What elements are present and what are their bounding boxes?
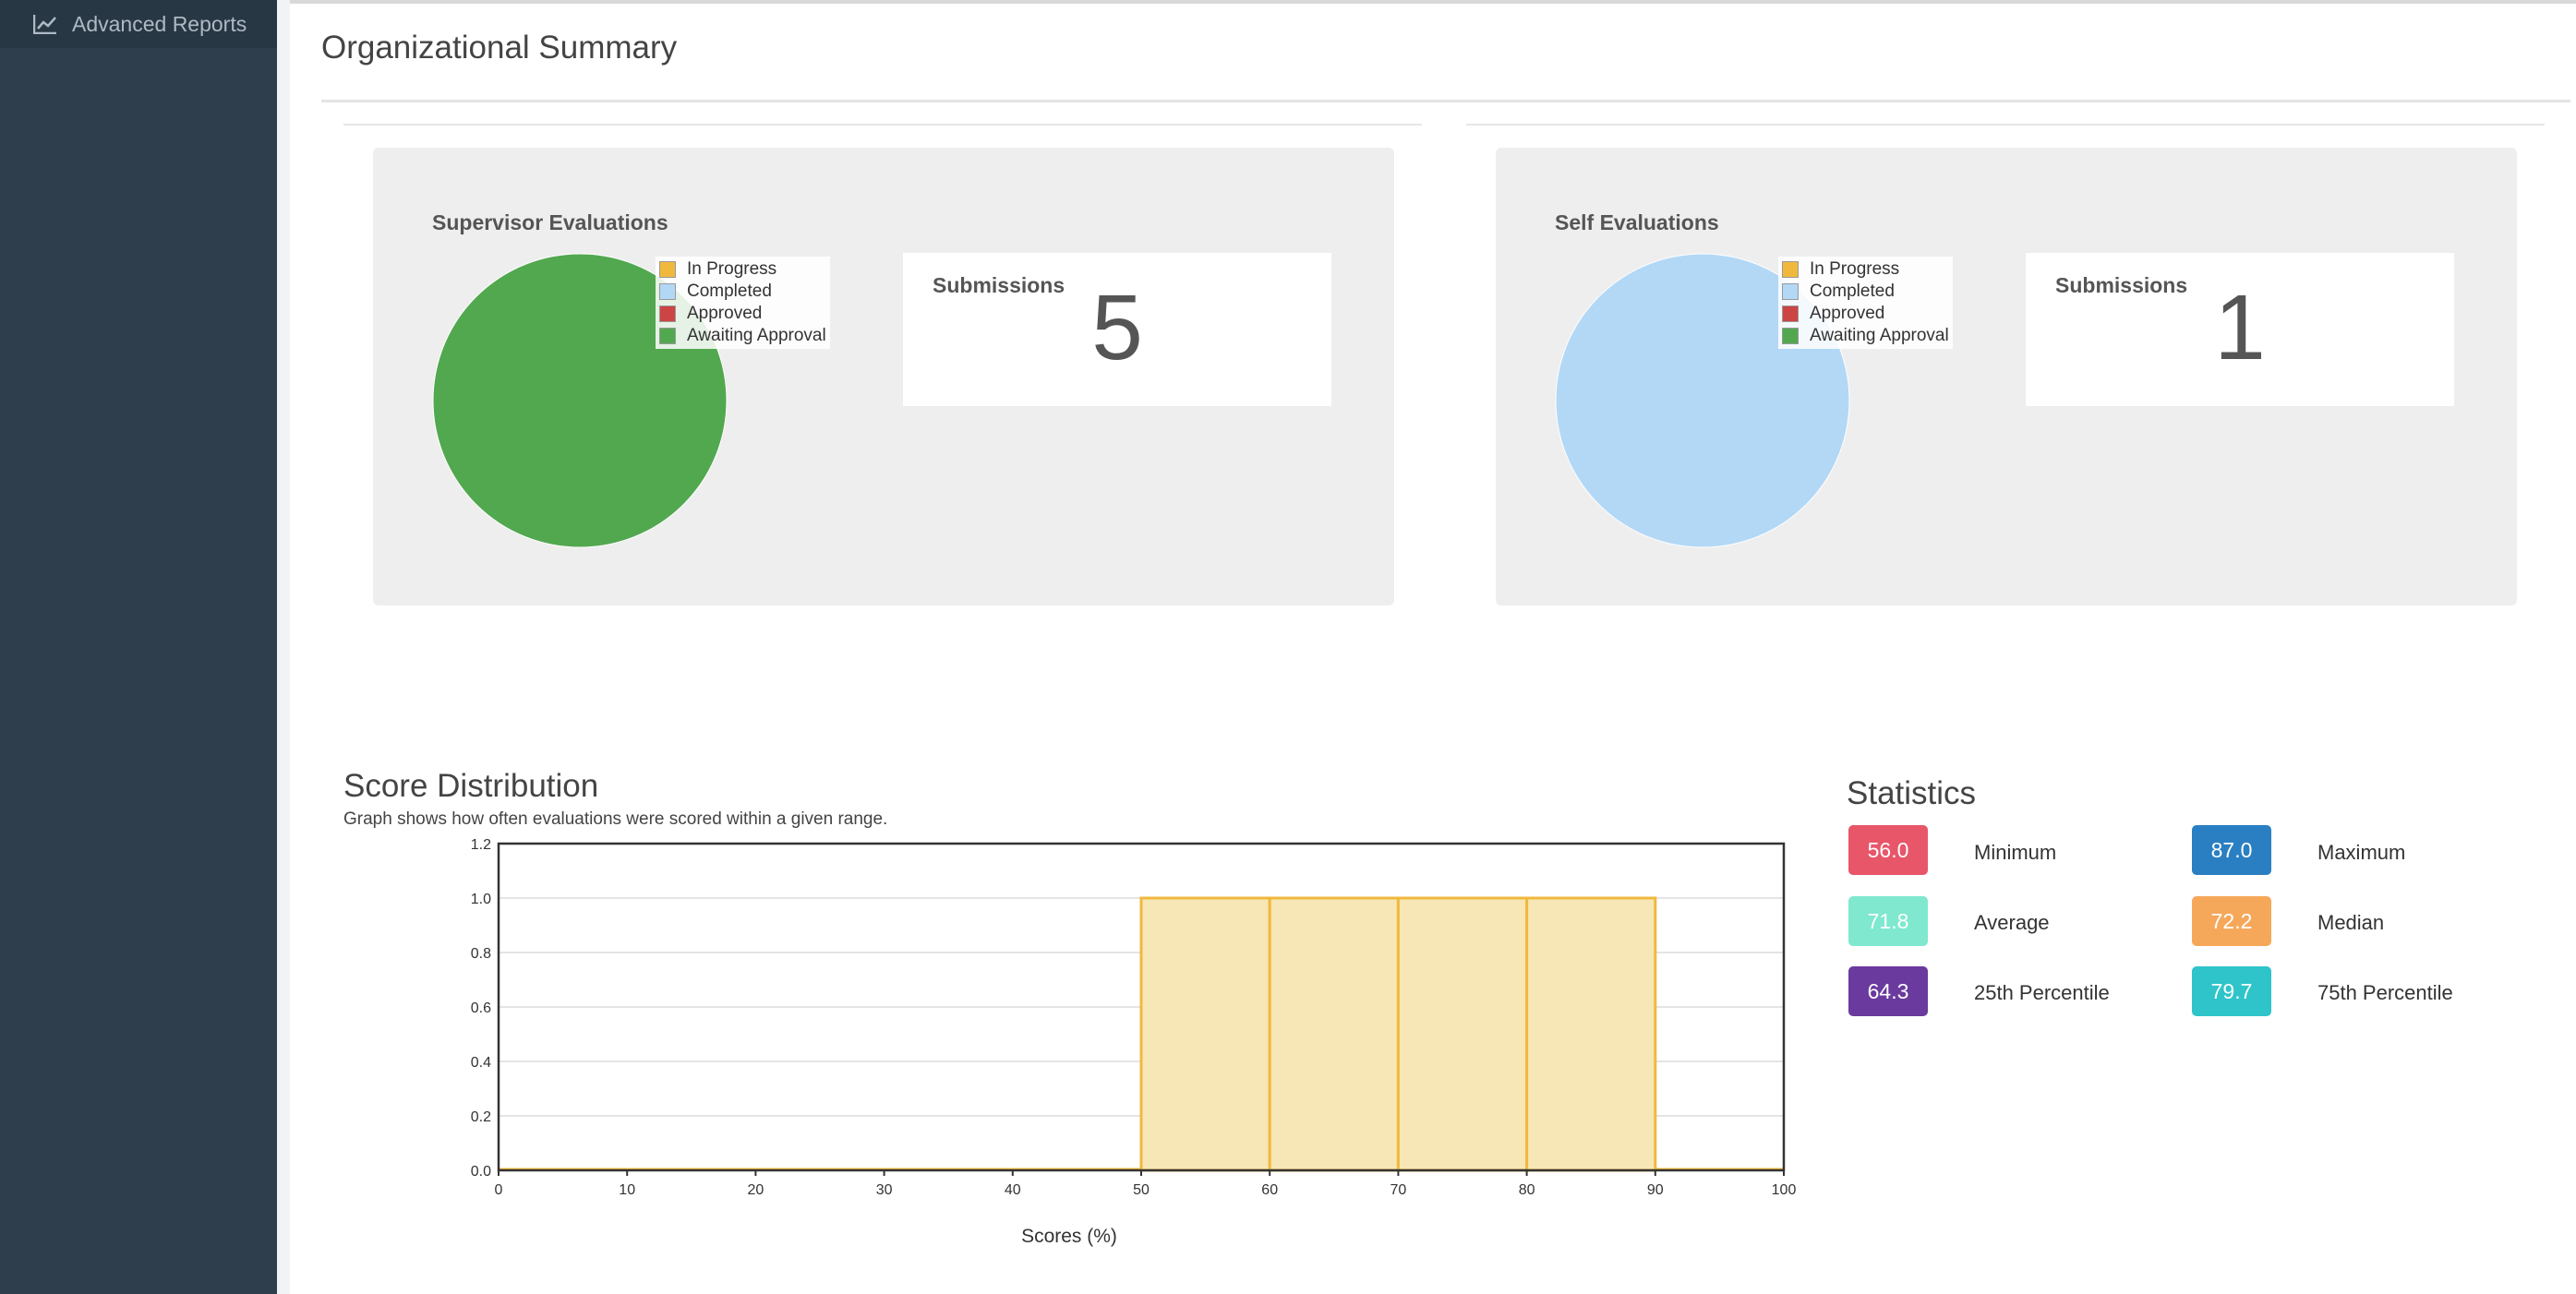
statistics-title: Statistics bbox=[1847, 775, 1977, 811]
histogram-bar bbox=[1139, 896, 1271, 1172]
minimum-value-badge: 56.0 bbox=[1848, 825, 1928, 875]
submissions-label: Submissions bbox=[933, 273, 1065, 297]
x-tick-label: 30 bbox=[876, 1182, 893, 1198]
submissions-count: 1 bbox=[2214, 276, 2266, 379]
y-tick-label: 0.8 bbox=[471, 946, 491, 962]
title-divider bbox=[321, 100, 2570, 102]
maximum-label: Maximum bbox=[2317, 841, 2406, 864]
pie-slice-completed bbox=[1555, 253, 1850, 548]
x-tick-label: 0 bbox=[495, 1182, 503, 1198]
submissions-card: Submissions 1 bbox=[2026, 253, 2454, 406]
average-value-badge: 71.8 bbox=[1848, 896, 1928, 946]
y-tick-label: 1.2 bbox=[471, 837, 491, 853]
self-evaluations-panel: Self Evaluations In Progress Completed A… bbox=[1496, 148, 2517, 605]
legend-swatch bbox=[1782, 283, 1799, 300]
section-divider bbox=[343, 124, 1422, 126]
legend-item: Awaiting Approval bbox=[1782, 325, 1949, 347]
legend-swatch bbox=[1782, 306, 1799, 322]
x-tick-label: 80 bbox=[1519, 1182, 1535, 1198]
minimum-label: Minimum bbox=[1974, 841, 2057, 864]
x-tick-label: 60 bbox=[1261, 1182, 1278, 1198]
legend-label: Approved bbox=[1810, 304, 1885, 323]
pie-legend: In Progress Completed Approved Awaiting … bbox=[1778, 257, 1953, 349]
line-chart-icon bbox=[33, 15, 56, 34]
75th-percentile-label: 75th Percentile bbox=[2317, 981, 2453, 1004]
sidebar-gutter bbox=[277, 0, 290, 1294]
75th-percentile-value-badge: 79.7 bbox=[2192, 966, 2271, 1016]
score-distribution-chart: 0.0 0.2 0.4 0.6 0.8 1.0 1.2 0 10 20 30 40 50 60 70 80 90… bbox=[471, 837, 1797, 1247]
legend-item: Approved bbox=[659, 303, 826, 325]
legend-item: Completed bbox=[659, 281, 826, 303]
average-label: Average bbox=[1974, 911, 2050, 934]
legend-label: In Progress bbox=[1810, 259, 1900, 279]
panel-title: Self Evaluations bbox=[1555, 210, 1719, 234]
x-tick-label: 100 bbox=[1772, 1182, 1797, 1198]
histogram-bar bbox=[1396, 896, 1529, 1172]
sidebar-item-advanced-reports[interactable]: Advanced Reports bbox=[0, 0, 277, 48]
x-tick-label: 10 bbox=[619, 1182, 635, 1198]
histogram-bar bbox=[1525, 896, 1657, 1172]
submissions-count: 5 bbox=[1091, 276, 1143, 379]
legend-item: Awaiting Approval bbox=[659, 325, 826, 347]
y-tick-label: 0.0 bbox=[471, 1164, 491, 1180]
x-tick-label: 70 bbox=[1390, 1182, 1407, 1198]
legend-swatch bbox=[659, 306, 676, 322]
legend-item: In Progress bbox=[659, 258, 826, 281]
y-tick-label: 1.0 bbox=[471, 892, 491, 907]
legend-swatch bbox=[659, 328, 676, 344]
legend-swatch bbox=[659, 283, 676, 300]
y-tick-label: 0.4 bbox=[471, 1055, 491, 1071]
legend-item: Approved bbox=[1782, 303, 1949, 325]
legend-swatch bbox=[1782, 261, 1799, 278]
median-label: Median bbox=[2317, 911, 2385, 934]
submissions-card: Submissions 5 bbox=[903, 253, 1331, 406]
supervisor-evaluations-panel: Supervisor Evaluations In Progress Compl… bbox=[373, 148, 1394, 605]
top-border bbox=[0, 0, 2576, 4]
pie-slice-awaiting-approval bbox=[432, 253, 728, 548]
legend-swatch bbox=[1782, 328, 1799, 344]
legend-swatch bbox=[659, 261, 676, 278]
legend-item: Completed bbox=[1782, 281, 1949, 303]
legend-label: Completed bbox=[1810, 282, 1895, 301]
score-distribution-description: Graph shows how often evaluations were s… bbox=[343, 809, 888, 829]
x-tick-label: 20 bbox=[748, 1182, 764, 1198]
score-distribution-title: Score Distribution bbox=[343, 768, 599, 804]
25th-percentile-label: 25th Percentile bbox=[1974, 981, 2110, 1004]
page-title: Organizational Summary bbox=[321, 30, 678, 66]
legend-item: In Progress bbox=[1782, 258, 1949, 281]
maximum-value-badge: 87.0 bbox=[2192, 825, 2271, 875]
legend-label: Awaiting Approval bbox=[687, 326, 826, 345]
x-tick-label: 40 bbox=[1005, 1182, 1021, 1198]
self-pie-chart bbox=[1555, 253, 1850, 548]
section-divider bbox=[1466, 124, 2545, 126]
legend-label: In Progress bbox=[687, 259, 777, 279]
supervisor-pie-chart bbox=[432, 253, 728, 548]
y-tick-label: 0.2 bbox=[471, 1109, 491, 1125]
submissions-label: Submissions bbox=[2055, 273, 2188, 297]
x-tick-label: 50 bbox=[1133, 1182, 1150, 1198]
legend-label: Awaiting Approval bbox=[1810, 326, 1949, 345]
histogram-bar bbox=[1268, 896, 1400, 1172]
legend-label: Approved bbox=[687, 304, 763, 323]
legend-label: Completed bbox=[687, 282, 772, 301]
25th-percentile-value-badge: 64.3 bbox=[1848, 966, 1928, 1016]
x-axis-label: Scores (%) bbox=[1021, 1226, 1117, 1247]
sidebar-item-label: Advanced Reports bbox=[72, 11, 247, 36]
x-tick-label: 90 bbox=[1647, 1182, 1664, 1198]
pie-legend: In Progress Completed Approved Awaiting … bbox=[656, 257, 830, 349]
panel-title: Supervisor Evaluations bbox=[432, 210, 668, 234]
median-value-badge: 72.2 bbox=[2192, 896, 2271, 946]
y-tick-label: 0.6 bbox=[471, 1000, 491, 1016]
sidebar: Advanced Reports bbox=[0, 0, 277, 1294]
